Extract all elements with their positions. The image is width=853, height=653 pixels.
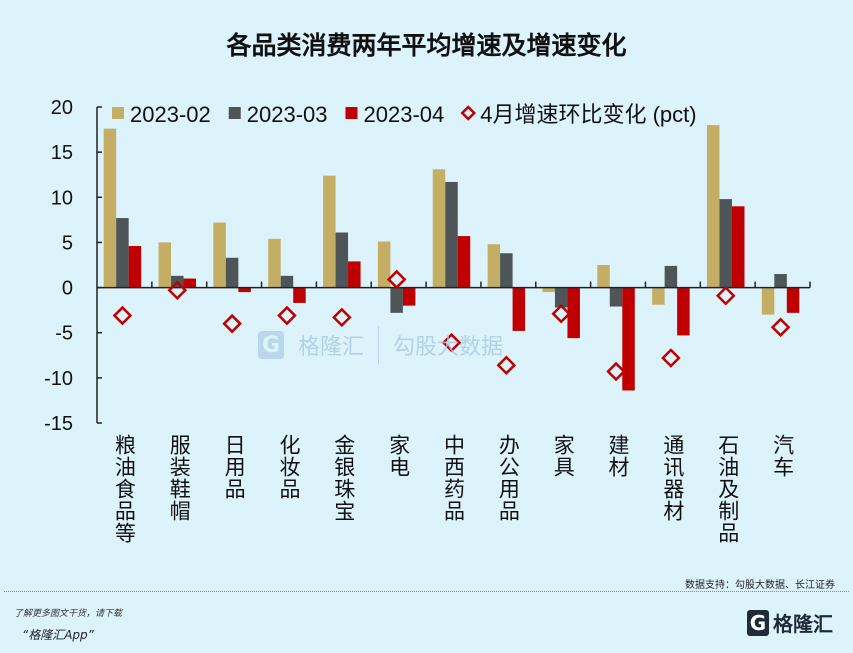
bar-2023-03: [280, 275, 294, 288]
legend-swatch-2023-03: [228, 107, 241, 119]
diamond-marker: [167, 280, 188, 301]
bar-2023-02: [377, 241, 391, 288]
bar-2023-03: [335, 232, 349, 288]
bar-2023-02: [597, 265, 610, 288]
y-tick-label: 0: [62, 278, 73, 300]
bar-2023-04: [402, 287, 416, 306]
y-tick-label: -10: [44, 368, 73, 390]
promo-text: 了解更多图文干货，请下载: [14, 609, 123, 619]
diamond-marker: [606, 361, 626, 382]
bar-2023-03: [225, 257, 239, 288]
bar-2023-02: [706, 125, 720, 288]
y-tick-label: 15: [51, 142, 73, 164]
watermark-logo-icon: G: [258, 331, 284, 359]
category-label: 石油及制品: [716, 434, 740, 544]
bar-2023-03: [390, 287, 403, 313]
bar-2023-04: [567, 287, 580, 339]
bar-2023-02: [268, 238, 281, 288]
legend-diamond-icon: [460, 105, 477, 121]
category-label: 金银珠宝: [332, 434, 356, 522]
legend-label: 4月增速环比变化 (pct): [480, 102, 696, 127]
bar-2023-04: [677, 287, 690, 336]
diamond-marker: [770, 317, 791, 338]
bar-2023-03: [719, 199, 732, 288]
bar-2023-04: [786, 287, 800, 313]
bar-2023-02: [761, 287, 775, 315]
category-label: 粮油食品等: [112, 434, 136, 544]
legend-swatch-2023-02: [112, 107, 124, 119]
diamond-marker: [715, 285, 736, 306]
chart-title: 各品类消费两年平均增速及增速变化: [226, 31, 627, 60]
bar-2023-02: [487, 244, 501, 288]
bar-2023-02: [213, 222, 226, 288]
bar-2023-04: [293, 287, 306, 303]
watermark-right: 勾股大数据: [393, 335, 504, 360]
bar-2023-04: [457, 236, 471, 288]
category-label: 家电: [387, 434, 411, 478]
legend-label: 2023-04: [364, 102, 445, 127]
bar-2023-02: [432, 169, 446, 288]
bar-2023-04: [512, 287, 526, 331]
logo-text: 格隆汇: [773, 612, 833, 636]
bar-2023-03: [500, 253, 513, 288]
legend-label: 2023-02: [130, 102, 211, 127]
bar-2023-03: [609, 287, 623, 307]
bar-2023-03: [554, 287, 568, 308]
diamond-marker: [112, 305, 133, 326]
bar-2023-03: [445, 181, 458, 288]
category-label: 家具: [551, 434, 575, 478]
bar-2023-04: [183, 278, 197, 288]
bar-2023-04: [238, 287, 251, 293]
category-label: 服装鞋帽: [167, 434, 191, 522]
bar-2023-04: [128, 246, 142, 288]
watermark-divider: [378, 326, 380, 364]
bar-2023-02: [103, 128, 117, 288]
category-label: 建材: [606, 434, 630, 478]
diamond-marker: [222, 313, 242, 334]
data-source: 数据支持：勾股大数据、长江证券: [685, 580, 835, 591]
category-label: 化妆品: [277, 434, 301, 500]
promo-app-name: “格隆汇App”: [22, 628, 94, 642]
logo-icon: G: [747, 609, 769, 636]
watermark-left: 格隆汇: [298, 335, 365, 360]
y-tick-label: -5: [55, 323, 73, 345]
diamond-marker: [496, 355, 517, 375]
diamond-marker: [661, 348, 681, 368]
category-label: 办公用品: [496, 434, 520, 522]
diamond-marker: [551, 303, 571, 324]
bar-2023-03: [116, 218, 129, 288]
bar-2023-02: [652, 287, 665, 305]
y-tick-label: 10: [51, 187, 73, 209]
diamond-marker: [441, 332, 462, 353]
bar-chart: 20 15 10 5 0 -5 -10 -15 粮油食品等 服装鞋帽 日用品 化妆品 金银珠宝 家电 中西药…: [44, 97, 811, 544]
y-tick-label: -15: [44, 413, 73, 435]
category-label: 汽车: [771, 434, 795, 478]
bar-2023-03: [664, 265, 678, 288]
bar-2023-02: [542, 287, 555, 293]
diamond-marker: [277, 305, 297, 326]
y-tick-label: 5: [62, 232, 73, 254]
legend-label: 2023-03: [247, 102, 328, 127]
bar-2023-02: [158, 242, 172, 288]
bar-2023-04: [731, 206, 745, 288]
diamond-marker: [332, 307, 352, 328]
divider: [4, 591, 849, 592]
watermark: G 格隆汇 勾股大数据: [258, 326, 503, 364]
bar-2023-03: [774, 274, 787, 288]
brand-logo: G 格隆汇: [747, 608, 833, 637]
category-label: 中西药品: [442, 434, 466, 522]
bar-2023-04: [622, 287, 635, 391]
category-label: 通讯器材: [661, 434, 685, 522]
legend-swatch-2023-04: [345, 107, 358, 119]
bar-2023-02: [323, 175, 336, 288]
y-tick-label: 20: [51, 97, 73, 119]
bar-2023-04: [348, 261, 361, 288]
diamond-marker: [386, 269, 407, 290]
category-label: 日用品: [222, 434, 246, 500]
